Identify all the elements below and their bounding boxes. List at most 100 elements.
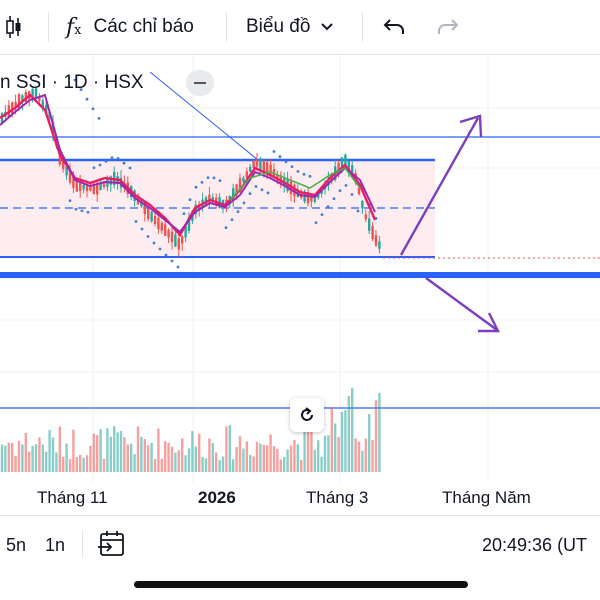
candle-body xyxy=(279,174,282,184)
candle-body xyxy=(317,193,320,198)
volume-bar xyxy=(143,439,146,472)
volume-bar xyxy=(238,436,242,472)
volume-bar xyxy=(34,444,38,472)
volume-bar xyxy=(368,413,371,472)
volume-bar xyxy=(276,448,279,472)
sar-dot xyxy=(176,265,180,269)
indicators-label: Các chỉ báo xyxy=(93,16,194,37)
volume-bar xyxy=(31,445,34,472)
sar-dot xyxy=(98,163,102,167)
sar-dot xyxy=(170,259,174,263)
sar-dot xyxy=(122,161,126,165)
sar-dot xyxy=(224,226,228,230)
legend-collapse-button[interactable] xyxy=(186,70,214,96)
sar-dot xyxy=(308,174,312,178)
volume-bar xyxy=(68,459,72,472)
sar-dot xyxy=(266,191,270,195)
volume-bar xyxy=(28,451,31,472)
volume-bar xyxy=(354,438,357,472)
toolbar-divider xyxy=(0,54,600,55)
range-1y-button[interactable]: 1n xyxy=(45,535,66,555)
volume-bar xyxy=(218,459,221,472)
sar-dot xyxy=(134,220,138,223)
volume-bar xyxy=(85,455,89,472)
volume-bar xyxy=(228,425,231,472)
volume-bar xyxy=(4,445,7,472)
bearish-arrow xyxy=(425,277,500,333)
candle-body xyxy=(344,154,347,167)
reset-chart-button[interactable] xyxy=(290,398,324,432)
sar-dot xyxy=(326,205,330,209)
sar-dot xyxy=(290,165,294,169)
clock-display[interactable]: 20:49:36 (UT xyxy=(482,535,588,555)
volume-bar xyxy=(208,438,211,472)
volume-bar xyxy=(187,448,191,472)
sar-dot xyxy=(230,218,234,222)
candle-body xyxy=(337,162,340,175)
undo-button[interactable] xyxy=(382,0,406,54)
sar-dot xyxy=(260,188,264,192)
sar-dot xyxy=(110,156,114,160)
volume-bar xyxy=(75,457,78,472)
date-range-button[interactable] xyxy=(98,530,128,563)
volume-bar xyxy=(245,441,248,472)
candle-body xyxy=(357,187,361,195)
candle-body xyxy=(306,192,310,204)
volume-bar xyxy=(347,396,350,472)
candle-body xyxy=(92,185,95,195)
candle-body xyxy=(14,102,17,107)
candle-body xyxy=(34,88,38,99)
volume-bar xyxy=(323,435,327,472)
sar-dot xyxy=(236,210,240,214)
sar-dot xyxy=(74,207,78,211)
volume-bar xyxy=(123,437,126,472)
volume-bar xyxy=(215,452,218,472)
bottom-bar: 5n 1n 20:49:36 (UT xyxy=(0,515,600,574)
candle-body xyxy=(11,102,14,114)
candle-style-icon[interactable] xyxy=(6,0,22,54)
volume-bar xyxy=(296,444,299,472)
candle-body xyxy=(378,241,381,249)
volume-bar xyxy=(96,434,99,472)
volume-bar xyxy=(357,441,361,472)
symbol-legend[interactable]: n SSI · 1D · HSX xyxy=(0,72,144,93)
sar-dot xyxy=(104,160,108,163)
volume-bar xyxy=(225,426,228,472)
sar-dot xyxy=(350,193,354,196)
volume-bar xyxy=(153,459,157,472)
volume-bar xyxy=(317,440,320,472)
candle-body xyxy=(208,194,211,203)
candle-body xyxy=(187,217,191,231)
chart-type-label: Biểu đồ xyxy=(246,16,311,37)
volume-bar xyxy=(242,448,245,472)
volume-bar xyxy=(255,441,259,472)
sar-dot xyxy=(272,150,276,153)
candle-body xyxy=(62,161,65,170)
sar-dot xyxy=(242,201,246,205)
volume-bar xyxy=(337,437,340,472)
volume-bar xyxy=(164,441,167,472)
volume-bar xyxy=(157,428,160,472)
volume-bar xyxy=(306,430,310,472)
volume-bar xyxy=(344,410,347,472)
redo-button[interactable] xyxy=(436,0,460,54)
sar-dot xyxy=(73,78,77,82)
sar-dot xyxy=(182,212,186,216)
volume-bar xyxy=(279,459,282,472)
volume-bars xyxy=(0,387,381,472)
time-axis[interactable]: Tháng 11 2026 Tháng 3 Tháng Năm xyxy=(0,483,600,513)
undo-icon xyxy=(383,19,404,34)
toolbar-separator xyxy=(362,12,363,42)
volume-bar xyxy=(102,458,106,472)
candle-body xyxy=(262,160,265,173)
volume-bar xyxy=(136,426,140,472)
chart-type-dropdown[interactable]: Biểu đồ xyxy=(246,0,334,54)
sar-dot xyxy=(338,189,342,193)
range-5y-button[interactable]: 5n xyxy=(6,535,27,555)
volume-bar xyxy=(92,433,95,472)
chevron-down-icon xyxy=(321,23,334,31)
volume-bar xyxy=(62,456,65,472)
chart-pane[interactable]: n SSI · 1D · HSX xyxy=(0,55,600,483)
indicators-button[interactable]: fx Các chỉ báo xyxy=(66,0,194,54)
candle-body xyxy=(79,181,82,191)
